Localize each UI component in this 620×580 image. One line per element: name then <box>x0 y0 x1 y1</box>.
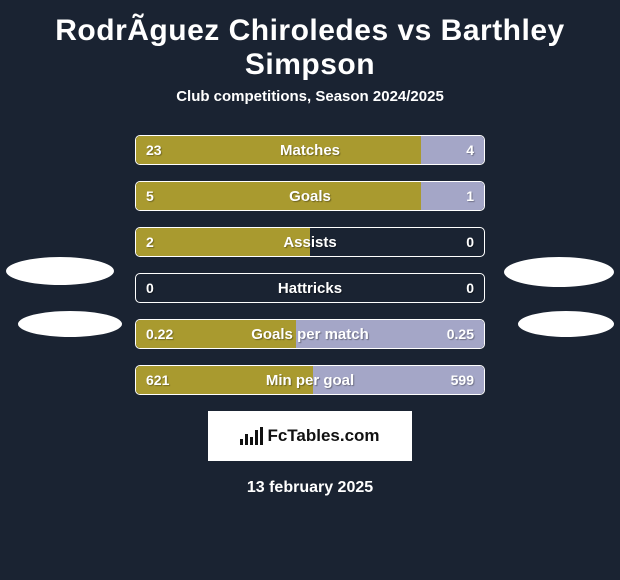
comparison-chart: 234Matches51Goals20Assists00Hattricks0.2… <box>0 135 620 395</box>
bar-right <box>296 320 484 348</box>
bar-left <box>136 366 313 394</box>
stat-row: 234Matches <box>135 135 485 165</box>
subtitle: Club competitions, Season 2024/2025 <box>0 88 620 105</box>
stat-value-right: 0 <box>466 274 474 302</box>
stat-row: 0.220.25Goals per match <box>135 319 485 349</box>
page-title: RodrÃ­guez Chiroledes vs Barthley Simpso… <box>0 0 620 88</box>
bar-right <box>421 182 484 210</box>
stat-value-left: 0 <box>146 274 154 302</box>
brand-box: FcTables.com <box>208 411 412 461</box>
stat-row: 0 0Hattricks <box>135 273 485 303</box>
stat-value-right: 0 <box>466 228 474 256</box>
brand-label: FcTables.com <box>240 426 379 446</box>
bar-left <box>136 228 310 256</box>
bar-left <box>136 182 421 210</box>
stat-row: 20Assists <box>135 227 485 257</box>
bars-icon <box>240 427 263 445</box>
brand-text-value: FcTables.com <box>267 426 379 446</box>
date-label: 13 february 2025 <box>0 479 620 497</box>
bar-right <box>421 136 484 164</box>
player-oval-left-2 <box>18 311 122 337</box>
stat-row: 51Goals <box>135 181 485 211</box>
player-oval-right-1 <box>504 257 614 287</box>
bar-right <box>313 366 484 394</box>
stat-label: Hattricks <box>136 274 484 302</box>
bar-left <box>136 136 421 164</box>
player-oval-right-2 <box>518 311 614 337</box>
bar-left <box>136 320 296 348</box>
player-oval-left-1 <box>6 257 114 285</box>
stat-row: 621599Min per goal <box>135 365 485 395</box>
